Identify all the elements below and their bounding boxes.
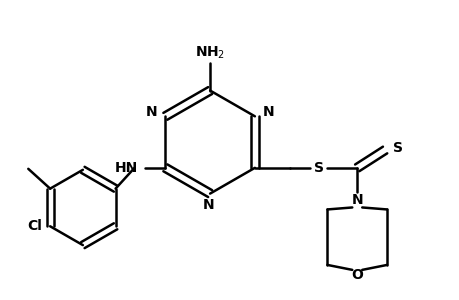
Text: Cl: Cl bbox=[27, 219, 42, 233]
Text: S: S bbox=[392, 141, 402, 155]
Text: NH$_2$: NH$_2$ bbox=[195, 44, 225, 61]
Text: N: N bbox=[146, 105, 157, 119]
Text: S: S bbox=[314, 161, 324, 175]
Text: N: N bbox=[202, 198, 213, 212]
Text: O: O bbox=[351, 268, 363, 282]
Text: N: N bbox=[351, 193, 362, 206]
Text: N: N bbox=[262, 105, 274, 119]
Text: HN: HN bbox=[114, 161, 137, 175]
